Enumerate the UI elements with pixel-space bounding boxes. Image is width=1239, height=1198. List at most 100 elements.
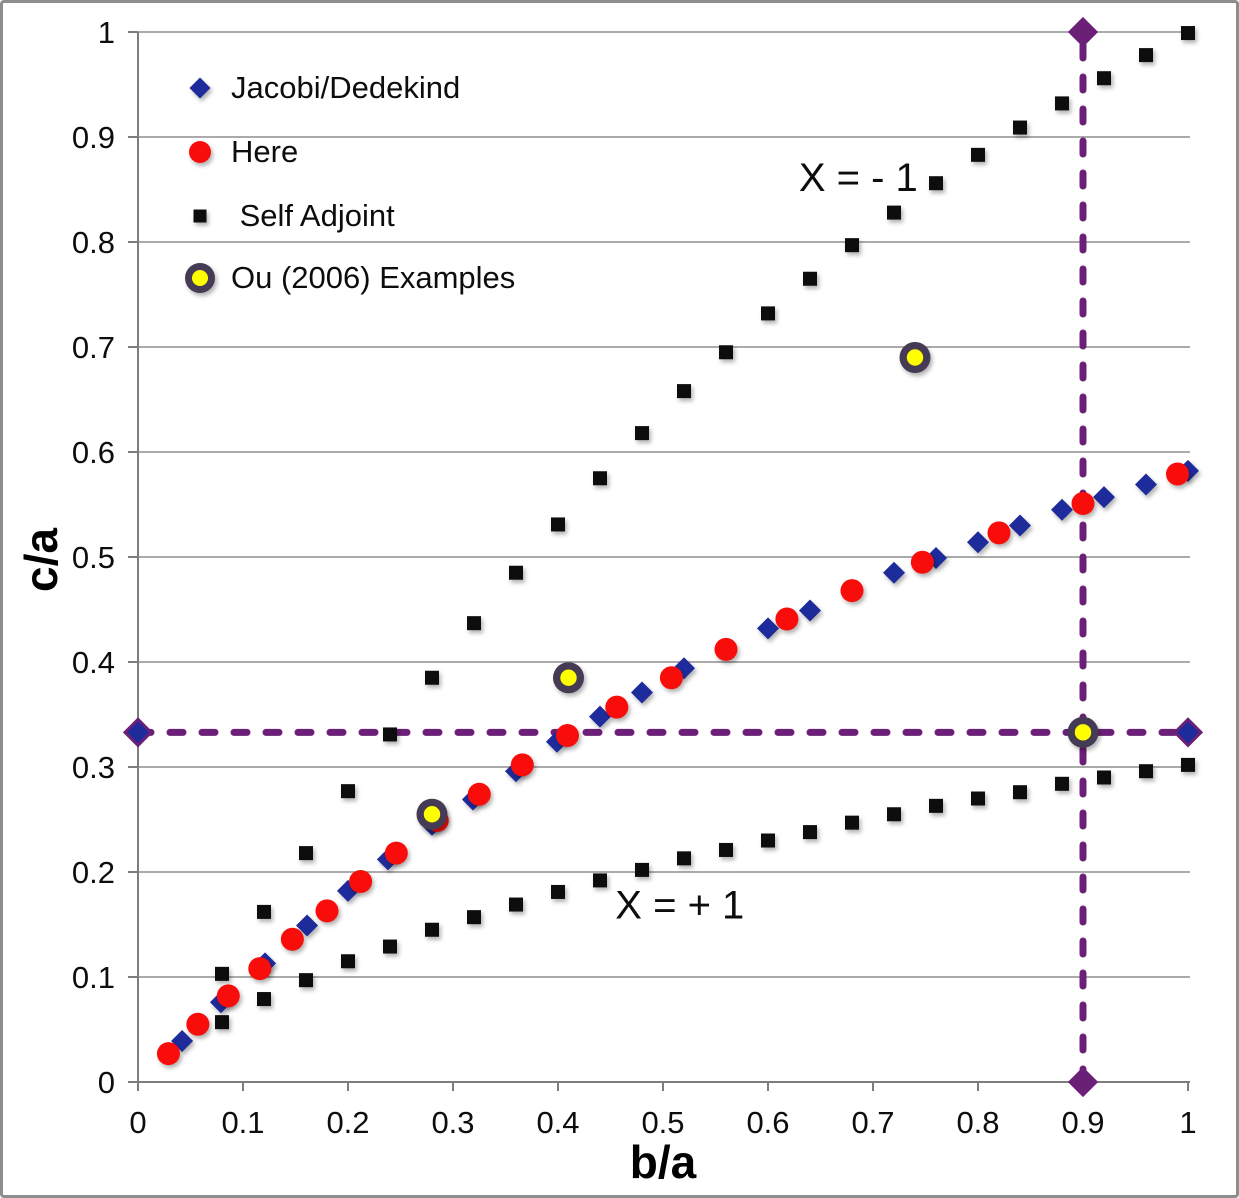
data-point-square [1055,776,1069,791]
data-point-square [929,798,943,813]
data-point-diamond [589,705,611,728]
data-point-square [635,426,649,441]
data-point-square [719,842,733,857]
x-axis-title: b/a [629,1136,697,1188]
data-point-square [509,897,523,912]
data-point-square [1097,770,1111,785]
data-point-circle [349,869,373,893]
data-point-square [1181,757,1195,772]
data-point-square [761,833,775,848]
circle-icon [180,132,220,172]
data-point-circle [216,984,240,1008]
data-point-ring-center [906,349,924,366]
data-point-ring-center [423,806,441,823]
y-tick-label: 1 [98,15,115,50]
data-point-square [257,904,271,919]
x-tick-label: 0.2 [326,1105,369,1140]
data-point-circle [510,753,534,777]
y-tick-label: 0.6 [72,435,115,470]
legend-label: Ou (2006) Examples [231,260,516,295]
legend-item-jacobi-dedekind: Jacobi/Dedekind [180,66,460,110]
x-tick-label: 0.5 [641,1105,684,1140]
x-tick-label: 0.6 [746,1105,789,1140]
data-point-square [341,784,355,799]
data-point-diamond [1051,498,1073,521]
data-point-circle [714,637,738,661]
square-icon [180,196,220,236]
data-point-square [341,954,355,969]
data-point-square [383,939,397,954]
data-point-diamond [1009,514,1031,537]
series-1 [215,757,1195,1030]
data-point-square [383,727,397,742]
data-point-square [551,884,565,899]
diamond-icon [180,68,220,108]
y-tick-label: 0.3 [72,750,115,785]
data-point-circle [1166,462,1189,486]
data-point-circle [555,724,579,747]
data-point-circle [384,841,408,865]
reference-line-vertical [1067,16,1099,1098]
reference-line-horizontal [122,717,1204,748]
data-point-square [929,176,943,191]
data-point-square [1013,785,1027,800]
data-point-square [677,851,691,866]
data-point-square [635,862,649,877]
reference-line-end-diamond [1067,1066,1099,1098]
data-point-diamond [1093,486,1115,509]
square-glyph [193,209,207,223]
series-2 [171,459,1199,1053]
data-point-square [971,791,985,806]
data-point-diamond [757,617,779,640]
data-point-square [551,517,565,532]
y-tick-label: 0 [98,1065,115,1100]
y-tick-label: 0.7 [72,330,115,365]
data-point-square [1181,26,1195,41]
data-point-circle [315,899,339,923]
y-tick-label: 0.9 [72,120,115,155]
legend-label: Jacobi/Dedekind [231,70,461,105]
data-point-square [1139,764,1153,779]
y-tick-label: 0.8 [72,225,115,260]
data-point-circle [987,521,1011,545]
data-point-ring-center [560,669,577,686]
legend-label: Self Adjoint [231,198,395,233]
data-point-diamond [799,599,821,622]
data-point-circle [248,957,272,981]
data-point-square [1139,48,1153,63]
data-point-square [1097,71,1111,86]
data-point-square [761,306,775,321]
x-tick-label: 1 [1179,1105,1196,1140]
reference-line-end-diamond [1172,717,1204,748]
data-point-square [467,616,481,631]
data-point-circle [186,1012,210,1036]
ring-circle-icon [180,258,220,298]
x-tick-label: 0.9 [1061,1105,1104,1140]
x-tick-label: 0.7 [851,1105,894,1140]
data-point-circle [840,579,864,603]
data-point-circle [156,1042,180,1066]
data-point-diamond [296,914,319,937]
data-point-square [257,992,271,1007]
data-point-circle [910,550,934,574]
data-point-square [677,384,691,399]
data-point-diamond [631,681,653,704]
legend-label: Here [231,134,299,169]
data-point-square [845,238,859,253]
reference-line-end-diamond [122,717,154,748]
data-point-square [425,670,439,685]
data-point-diamond [883,561,905,584]
data-point-square [593,873,607,888]
x-tick-label: 0.1 [221,1105,264,1140]
data-point-square [1055,96,1069,111]
data-point-ring-center [1074,724,1092,741]
x-tick-label: 0.3 [431,1105,474,1140]
data-point-square [845,815,859,830]
data-point-square [887,807,901,822]
legend-item-ou-examples: Ou (2006) Examples [180,256,515,300]
reference-line-end-diamond [1067,16,1099,48]
data-point-square [803,825,817,840]
data-point-circle [605,695,629,719]
annotation-text: X = - 1 [799,156,918,200]
data-point-square [719,345,733,360]
